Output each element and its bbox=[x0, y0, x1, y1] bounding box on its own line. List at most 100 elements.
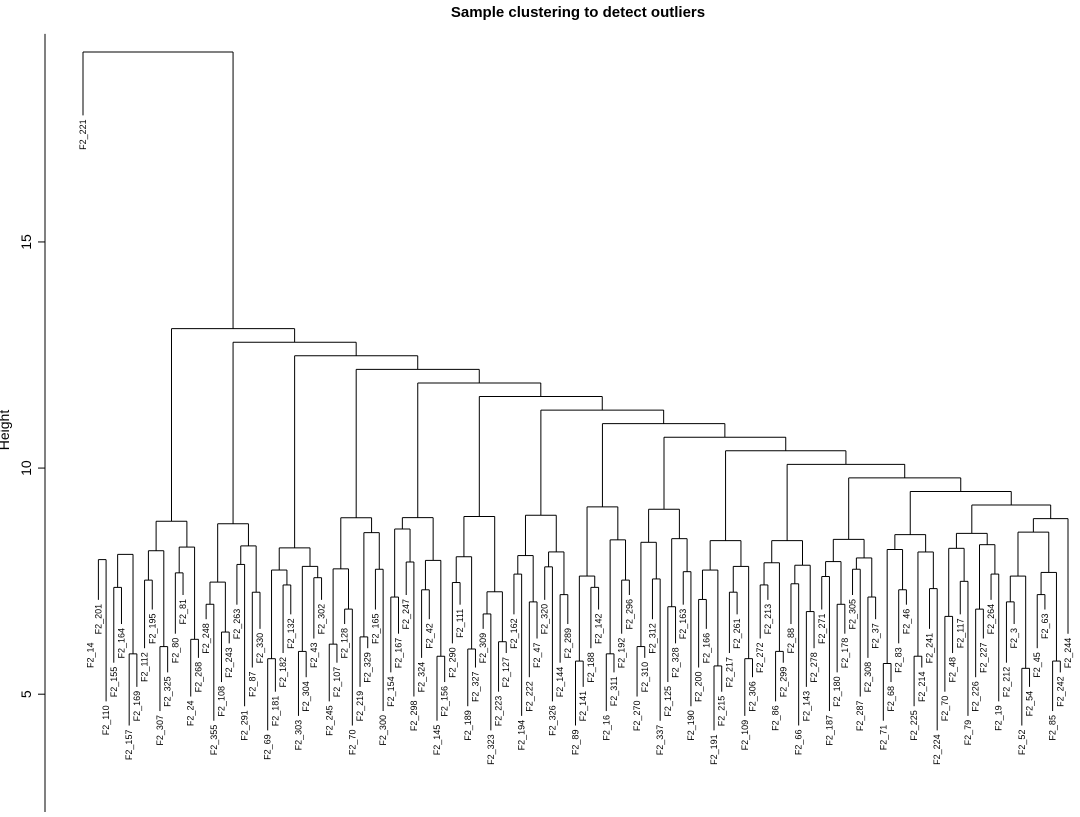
leaf-label: F2_87 bbox=[247, 672, 257, 698]
leaf-label: F2_66 bbox=[794, 730, 804, 756]
leaf-label: F2_330 bbox=[255, 633, 265, 664]
leaf-label: F2_194 bbox=[517, 720, 527, 751]
leaf-label: F2_46 bbox=[901, 609, 911, 635]
leaf-label: F2_296 bbox=[624, 599, 634, 630]
leaf-label: F2_47 bbox=[532, 643, 542, 669]
leaf-label: F2_48 bbox=[948, 657, 958, 683]
leaf-label: F2_223 bbox=[494, 696, 504, 727]
leaf-label: F2_201 bbox=[93, 604, 103, 635]
leaf-label: F2_327 bbox=[470, 672, 480, 703]
leaf-label: F2_43 bbox=[309, 643, 319, 669]
leaf-label: F2_69 bbox=[263, 734, 273, 760]
leaf-label: F2_14 bbox=[86, 643, 96, 669]
leaf-label: F2_195 bbox=[147, 614, 157, 645]
dendrogram-tree bbox=[82, 51, 1069, 731]
leaf-label: F2_214 bbox=[917, 672, 927, 703]
leaf-label: F2_244 bbox=[1063, 638, 1073, 669]
leaf-label: F2_215 bbox=[717, 696, 727, 727]
leaf-label: F2_243 bbox=[224, 647, 234, 678]
leaf-label: F2_165 bbox=[370, 614, 380, 645]
leaf-label: F2_326 bbox=[547, 705, 557, 736]
leaf-label: F2_164 bbox=[116, 628, 126, 659]
leaf-label: F2_157 bbox=[124, 730, 134, 761]
leaf-label: F2_181 bbox=[270, 696, 280, 727]
leaf-label: F2_224 bbox=[932, 734, 942, 765]
leaf-label: F2_109 bbox=[740, 720, 750, 751]
leaf-label: F2_54 bbox=[1025, 691, 1035, 717]
leaf-label: F2_144 bbox=[555, 667, 565, 698]
leaf-label: F2_169 bbox=[132, 691, 142, 722]
leaf-label: F2_125 bbox=[663, 686, 673, 717]
leaf-label: F2_80 bbox=[170, 638, 180, 664]
leaf-label: F2_85 bbox=[1048, 715, 1058, 741]
leaf-label: F2_42 bbox=[424, 623, 434, 649]
leaf-label: F2_312 bbox=[647, 623, 657, 654]
y-axis-label: Height bbox=[0, 410, 12, 451]
leaf-label: F2_190 bbox=[686, 710, 696, 741]
leaf-label: F2_308 bbox=[863, 662, 873, 693]
leaf-label: F2_52 bbox=[1017, 730, 1027, 756]
leaf-label: F2_182 bbox=[278, 657, 288, 688]
leaf-label: F2_24 bbox=[186, 701, 196, 727]
leaf-label: F2_37 bbox=[871, 623, 881, 649]
leaf-label: F2_3 bbox=[1009, 628, 1019, 649]
leaf-label: F2_307 bbox=[155, 715, 165, 746]
leaf-label: F2_68 bbox=[886, 686, 896, 712]
leaf-label: F2_225 bbox=[909, 710, 919, 741]
leaf-label: F2_242 bbox=[1055, 676, 1065, 707]
leaf-label: F2_128 bbox=[340, 628, 350, 659]
leaf-label: F2_166 bbox=[701, 633, 711, 664]
leaf-label: F2_111 bbox=[455, 609, 465, 638]
leaf-label: F2_81 bbox=[178, 599, 188, 625]
leaf-label: F2_270 bbox=[632, 701, 642, 732]
leaf-label: F2_303 bbox=[293, 720, 303, 751]
leaf-label: F2_311 bbox=[609, 676, 619, 706]
leaf-label: F2_142 bbox=[594, 614, 604, 645]
leaf-label: F2_63 bbox=[1040, 614, 1050, 640]
leaf-label: F2_178 bbox=[840, 638, 850, 669]
leaf-label: F2_247 bbox=[401, 599, 411, 630]
leaf-label: F2_83 bbox=[894, 647, 904, 673]
leaf-label: F2_272 bbox=[755, 643, 765, 674]
leaf-label: F2_355 bbox=[209, 725, 219, 756]
leaf-label: F2_325 bbox=[163, 676, 173, 707]
leaf-label: F2_227 bbox=[978, 643, 988, 674]
leaf-label: F2_261 bbox=[732, 618, 742, 649]
leaf-label: F2_271 bbox=[817, 614, 827, 645]
leaf-label: F2_263 bbox=[232, 609, 242, 640]
y-tick-label: 5 bbox=[18, 690, 34, 698]
leaf-label: F2_154 bbox=[386, 676, 396, 707]
chart-title: Sample clustering to detect outliers bbox=[451, 4, 705, 21]
leaf-label: F2_337 bbox=[655, 725, 665, 756]
leaf-label: F2_212 bbox=[1001, 667, 1011, 698]
leaf-label: F2_145 bbox=[432, 725, 442, 756]
leaf-label: F2_248 bbox=[201, 623, 211, 654]
leaf-label: F2_143 bbox=[801, 691, 811, 722]
leaf-label: F2_291 bbox=[240, 710, 250, 741]
leaf-label: F2_191 bbox=[709, 734, 719, 765]
leaf-label: F2_310 bbox=[640, 662, 650, 693]
leaf-label: F2_163 bbox=[678, 609, 688, 640]
leaf-label: F2_306 bbox=[747, 681, 757, 712]
leaf-label: F2_278 bbox=[809, 652, 819, 683]
leaf-label: F2_245 bbox=[324, 705, 334, 736]
leaf-label: F2_219 bbox=[355, 691, 365, 722]
leaf-label: F2_127 bbox=[501, 657, 511, 688]
leaf-label: F2_16 bbox=[601, 715, 611, 741]
leaf-label: F2_264 bbox=[986, 604, 996, 635]
leaf-label: F2_309 bbox=[478, 633, 488, 664]
leaf-label: F2_189 bbox=[463, 710, 473, 741]
leaf-label: F2_192 bbox=[617, 638, 627, 669]
leaf-label: F2_329 bbox=[363, 652, 373, 683]
leaf-label: F2_324 bbox=[417, 662, 427, 693]
y-tick-label: 10 bbox=[18, 460, 34, 476]
leaf-label: F2_167 bbox=[394, 638, 404, 669]
leaf-label: F2_222 bbox=[524, 681, 534, 712]
leaf-label: F2_156 bbox=[440, 686, 450, 717]
y-axis: 5 10 15 bbox=[18, 33, 46, 812]
leaf-label: F2_132 bbox=[286, 618, 296, 649]
leaf-label: F2_217 bbox=[724, 657, 734, 688]
leaf-labels: F2_221 F2_14 F2_201 F2_110 F2_155 F2_164 F2_15… bbox=[78, 119, 1073, 765]
